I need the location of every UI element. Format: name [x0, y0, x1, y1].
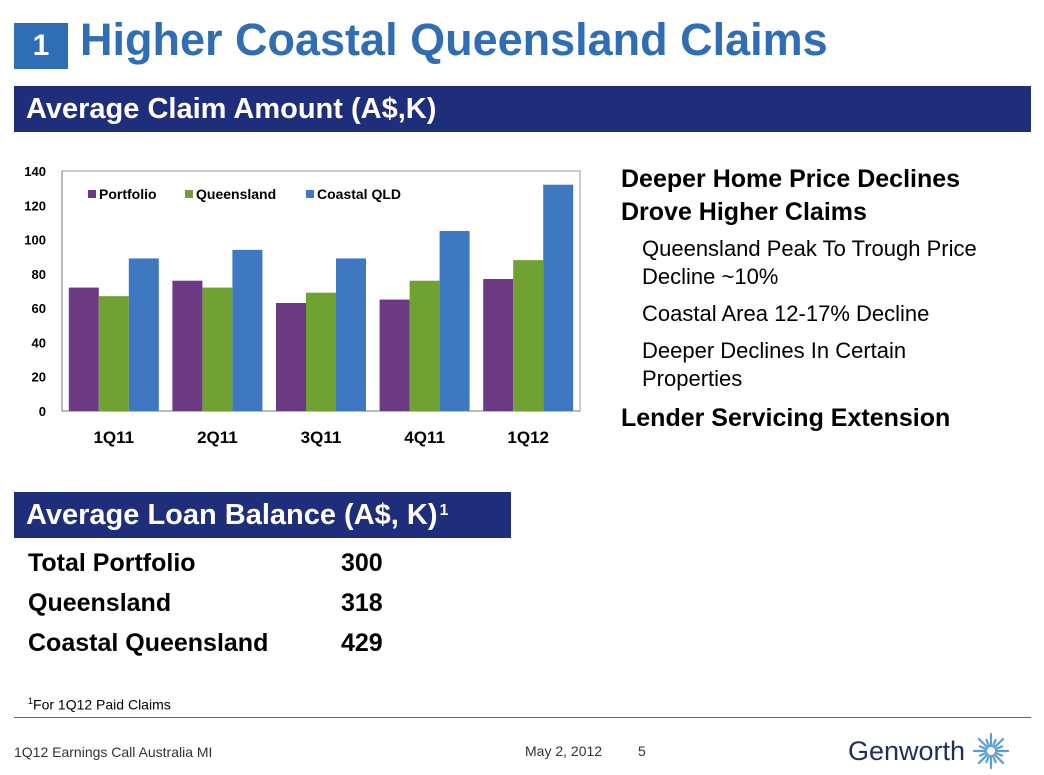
starburst-ray	[977, 737, 989, 749]
starburst-ray	[994, 751, 1004, 757]
footer-divider	[14, 717, 1031, 718]
y-tick-label: 100	[24, 233, 46, 248]
legend-swatch	[88, 190, 96, 198]
bar-coastal-qld-3q11	[336, 258, 366, 411]
chart-section-header-label: Average Claim Amount (A$,K)	[26, 92, 437, 125]
starburst-icon	[972, 732, 1010, 770]
x-tick-label: 1Q12	[507, 428, 549, 447]
y-tick-label: 40	[32, 335, 46, 350]
bar-portfolio-3q11	[276, 303, 306, 411]
starburst-ray	[993, 753, 1005, 765]
footer-date: May 2, 2012	[525, 743, 603, 759]
bar-queensland-1q12	[513, 260, 544, 411]
loan-section-header: Average Loan Balance (A$, K) 1	[14, 492, 511, 538]
chart-section-header: Average Claim Amount (A$,K)	[14, 86, 1031, 132]
slide-number-badge: 1	[14, 23, 68, 69]
x-tick-label: 1Q11	[93, 428, 134, 447]
bullet-sub-1: Queensland Peak To Trough Price Decline …	[642, 235, 1031, 291]
bar-queensland-2q11	[202, 287, 233, 411]
y-tick-label: 0	[39, 404, 46, 419]
starburst-ray	[977, 753, 989, 765]
starburst-ray	[993, 737, 1005, 749]
loan-row-label: Total Portfolio	[28, 549, 196, 577]
bullet-sub-3-line-1: Deeper Declines In Certain	[642, 338, 907, 363]
bar-portfolio-4q11	[379, 299, 410, 411]
loan-row-label: Queensland	[28, 589, 172, 617]
bullet-main-2: Lender Servicing Extension	[621, 404, 951, 432]
bullet-main-1-line-2: Drove Higher Claims	[621, 198, 867, 226]
starburst-ray	[985, 754, 991, 764]
starburst-ray	[985, 738, 991, 748]
key-points: Deeper Home Price Declines Drove Higher …	[621, 163, 1031, 435]
bar-portfolio-1q11	[68, 287, 99, 411]
genworth-logo: Genworth	[848, 731, 1013, 771]
bullet-sub-3-line-2: Properties	[642, 366, 743, 391]
footnote-marker: 1	[28, 696, 34, 706]
x-tick-label: 2Q11	[197, 428, 238, 447]
footnote: 1For 1Q12 Paid Claims	[28, 696, 171, 713]
footnote-text: For 1Q12 Paid Claims	[33, 696, 171, 713]
loan-row-value: 429	[341, 629, 383, 657]
slide-title: Higher Coastal Queensland Claims	[80, 14, 828, 65]
legend-label: Coastal QLD	[317, 186, 401, 202]
bar-queensland-4q11	[409, 280, 440, 411]
loan-row-value: 318	[341, 589, 383, 617]
loan-header-footnote-marker: 1	[439, 502, 449, 519]
legend-swatch	[306, 190, 314, 198]
loan-section-header-label: Average Loan Balance (A$, K)	[26, 498, 438, 531]
legend-label: Portfolio	[99, 186, 157, 202]
y-tick-label: 60	[32, 301, 46, 316]
bar-queensland-1q11	[98, 296, 129, 411]
bar-portfolio-2q11	[172, 280, 203, 411]
bar-portfolio-1q12	[483, 279, 514, 411]
footer-event-label: 1Q12 Earnings Call Australia MI	[14, 744, 213, 760]
bar-queensland-3q11	[306, 292, 336, 411]
y-tick-label: 140	[24, 164, 46, 179]
bullet-sub-1-line-2: Decline ~10%	[642, 264, 779, 289]
starburst-ray	[994, 745, 1004, 751]
legend-label: Queensland	[196, 186, 276, 202]
y-tick-label: 20	[32, 370, 46, 385]
loan-row-label: Coastal Queensland	[28, 629, 269, 657]
bullet-sub-2: Coastal Area 12-17% Decline	[642, 301, 930, 326]
y-tick-label: 120	[24, 198, 46, 213]
legend-swatch	[185, 190, 193, 198]
starburst-ray	[978, 745, 988, 751]
bar-coastal-qld-2q11	[232, 249, 263, 411]
y-tick-label: 80	[32, 267, 46, 282]
bar-coastal-qld-1q11	[128, 258, 159, 411]
logo-text: Genworth	[848, 735, 966, 766]
starburst-ray	[991, 754, 997, 764]
bar-coastal-qld-1q12	[543, 184, 574, 411]
bullet-sub-1-line-1: Queensland Peak To Trough Price	[642, 236, 977, 261]
bullet-sub-3: Deeper Declines In Certain Properties	[642, 337, 1031, 393]
bullet-main-1-line-1: Deeper Home Price Declines	[621, 165, 961, 193]
x-tick-label: 3Q11	[301, 428, 342, 447]
x-tick-label: 4Q11	[404, 428, 445, 447]
bar-coastal-qld-4q11	[439, 231, 470, 411]
loan-row-value: 300	[341, 549, 383, 577]
starburst-ray	[978, 751, 988, 757]
starburst-ray	[991, 738, 997, 748]
page-number: 5	[638, 743, 646, 759]
average-claim-chart: 0 20 40 60 80 100 120 140 1Q11 2Q11 3Q11 4Q11 1Q12 P…	[24, 164, 581, 447]
